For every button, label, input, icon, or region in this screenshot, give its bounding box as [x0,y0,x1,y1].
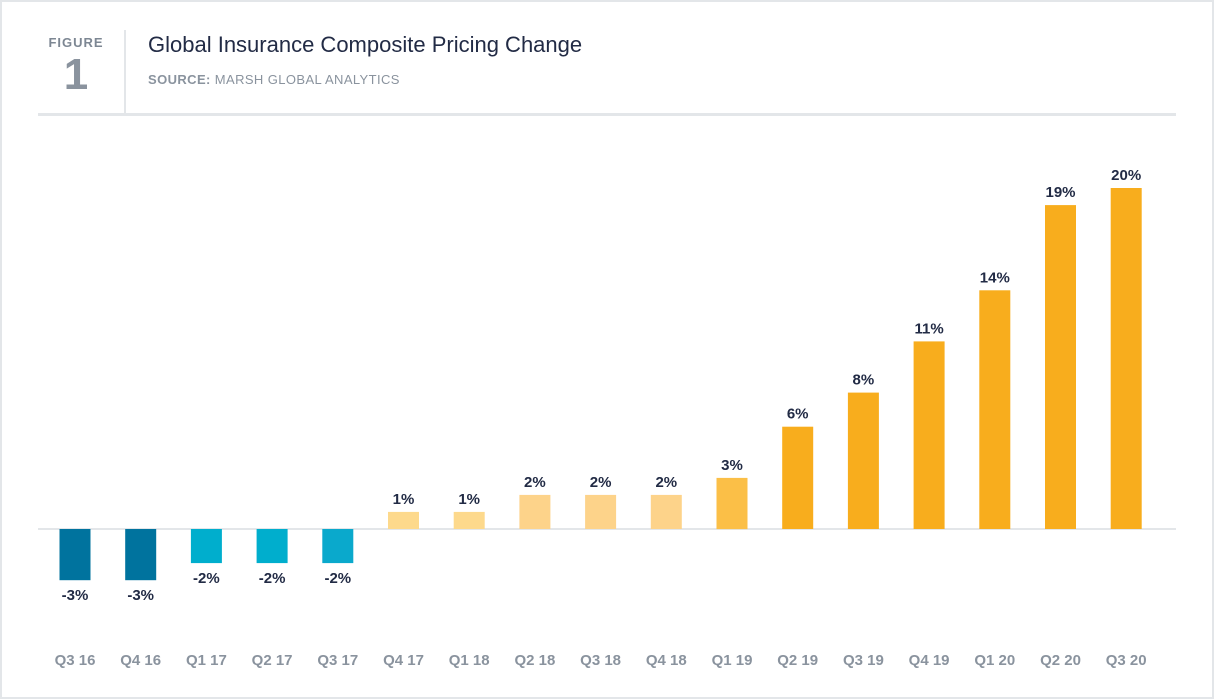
x-tick-label: Q3 20 [1106,652,1147,669]
x-tick-label: Q3 16 [55,652,96,669]
bar [256,529,288,564]
figure-label: FIGURE [48,35,104,50]
data-label: 2% [590,474,612,491]
data-label: -2% [259,570,286,587]
bar [519,494,551,529]
chart-source: SOURCE: MARSH GLOBAL ANALYTICS [148,72,400,87]
bar [1045,205,1076,529]
bar [190,529,222,564]
bar [913,341,945,529]
data-label: -2% [193,570,220,587]
figure-number: 1 [63,50,89,99]
data-label: 8% [853,372,875,389]
figure-badge: FIGURE 1 [38,30,126,114]
data-label: 1% [393,491,415,508]
x-tick-label: Q2 19 [777,652,818,669]
x-tick-label: Q2 20 [1040,652,1081,669]
bar [585,494,617,529]
source-label: SOURCE: [148,72,211,87]
x-tick-label: Q2 18 [514,652,555,669]
x-tick-label: Q4 16 [120,652,161,669]
chart-title: Global Insurance Composite Pricing Chang… [148,32,583,57]
x-tick-label: Q4 19 [909,652,950,669]
data-label: 3% [721,457,743,474]
bar [650,494,682,529]
bar [322,529,354,564]
x-tick-label: Q1 18 [449,652,490,669]
data-label: 19% [1045,184,1075,201]
bar [782,426,814,529]
figure-divider [124,30,126,114]
data-label: -2% [324,570,351,587]
x-tick-label: Q3 19 [843,652,884,669]
x-tick-label: Q3 17 [317,652,358,669]
bar [453,511,485,529]
source-text: MARSH GLOBAL ANALYTICS [214,72,400,87]
data-label: 14% [980,269,1010,286]
bar [979,290,1011,529]
data-label: 2% [655,474,677,491]
data-label: 2% [524,474,546,491]
bar [1110,188,1142,529]
bar [59,529,91,581]
bar [388,511,419,529]
x-tick-label: Q4 18 [646,652,687,669]
header-divider [38,113,1176,116]
x-tick-label: Q1 17 [186,652,227,669]
bar [125,529,157,581]
x-tick-label: Q4 17 [383,652,424,669]
data-label: -3% [127,587,154,604]
data-label: 20% [1111,167,1141,184]
data-label: 11% [914,320,943,337]
x-tick-label: Q2 17 [252,652,293,669]
data-label: 6% [787,406,809,423]
data-label: 1% [458,491,480,508]
bar [716,477,748,530]
bar [847,392,879,529]
x-tick-label: Q1 19 [712,652,753,669]
data-label: -3% [62,587,89,604]
x-tick-label: Q3 18 [580,652,621,669]
x-tick-label: Q1 20 [974,652,1015,669]
